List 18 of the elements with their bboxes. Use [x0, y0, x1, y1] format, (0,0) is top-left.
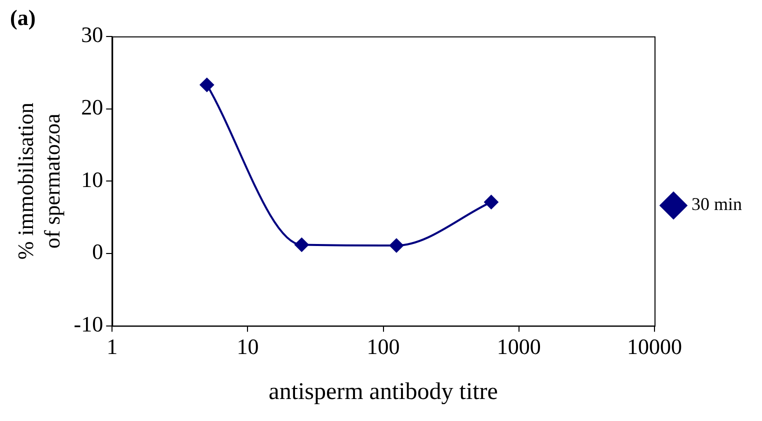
x-tick-label: 100: [366, 334, 400, 359]
point: [484, 195, 498, 210]
y-tick-label: -10: [74, 312, 104, 337]
chart-title: (a): [10, 4, 36, 30]
y-axis-title: % immobilisation of spermatozoa: [12, 102, 64, 260]
y-tick-label: 0: [92, 239, 104, 264]
y-tick-label: 10: [81, 166, 104, 192]
legend-label: 30 min: [692, 194, 742, 214]
point: [200, 78, 214, 92]
point: [294, 238, 309, 252]
x-tick-label: 1: [106, 334, 118, 359]
x-tick-label: 10000: [627, 334, 682, 359]
point: [389, 238, 404, 252]
y-tick-label: 30: [81, 22, 104, 48]
x-axis-title: antisperm antibody titre: [268, 378, 498, 405]
x-tick-label: 10: [236, 334, 259, 359]
x-tick-label: 1000: [496, 334, 541, 359]
y-tick-label: 20: [81, 94, 104, 120]
